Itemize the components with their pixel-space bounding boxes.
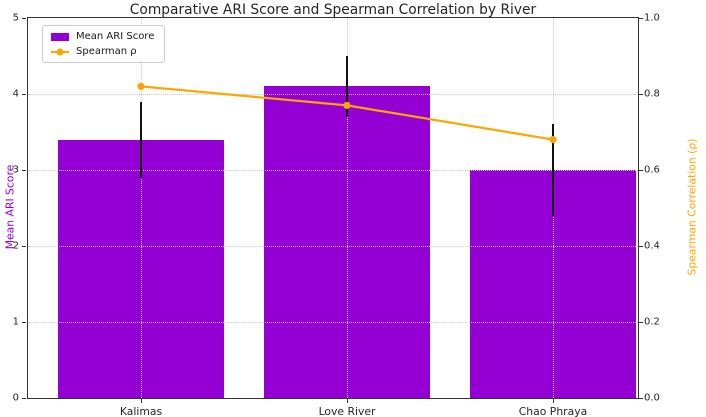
legend-label: Mean ARI Score [76, 31, 155, 42]
gridline-horizontal [28, 321, 638, 323]
spearman-line-layer [137, 82, 557, 144]
left-y-tick [22, 321, 26, 323]
legend: Mean ARI Score Spearman ρ [42, 25, 166, 63]
spearman-point-kalimas [137, 82, 145, 90]
chart-title: Comparative ARI Score and Spearman Corre… [129, 2, 537, 18]
left-y-tick-label: 2 [12, 240, 19, 252]
left-y-tick [22, 245, 26, 247]
gridline-horizontal [28, 169, 638, 171]
right-axis-label: Spearman Correlation (ρ) [685, 138, 699, 276]
x-tick-label-chao-phraya: Chao Phraya [518, 405, 588, 417]
right-y-tick [639, 169, 643, 171]
gridline-vertical [140, 18, 142, 398]
error-bar-chao-phraya [552, 124, 554, 216]
right-y-tick-label: 1.0 [644, 12, 660, 24]
right-y-tick-label: 0.0 [644, 392, 660, 404]
left-y-tick [22, 397, 26, 399]
error-bar-love-river [346, 56, 348, 117]
left-y-tick [22, 169, 26, 171]
left-y-tick-label: 4 [12, 88, 19, 100]
gridline-horizontal [28, 93, 638, 95]
left-y-tick-label: 5 [12, 12, 19, 24]
legend-label: Spearman ρ [76, 46, 137, 57]
gridline-vertical [346, 18, 348, 398]
left-y-tick [22, 93, 26, 95]
error-bar-kalimas [140, 101, 142, 178]
legend-item-mean-ari-score: Mean ARI Score [51, 31, 154, 42]
right-y-tick [639, 17, 643, 19]
right-y-tick-label: 0.4 [644, 240, 660, 252]
right-y-tick [639, 321, 643, 323]
left-y-tick-label: 0 [12, 392, 19, 404]
right-y-tick [639, 93, 643, 95]
right-y-tick [639, 397, 643, 399]
right-y-tick [639, 245, 643, 247]
right-y-tick-label: 0.8 [644, 88, 660, 100]
left-y-tick-label: 1 [12, 316, 19, 328]
gridline-horizontal [28, 245, 638, 247]
x-tick-label-kalimas: Kalimas [119, 405, 163, 417]
spearman-line-path [140, 85, 554, 141]
x-tick [140, 399, 142, 403]
left-y-tick-label: 3 [12, 164, 19, 176]
spearman-point-chao-phraya [549, 136, 557, 144]
right-y-tick-label: 0.2 [644, 316, 660, 328]
x-tick [552, 399, 554, 403]
plot-area: Mean ARI Score Spearman ρ 0 0.0 1 0.2 2 0.4 3 0… [13, 13, 660, 417]
spearman-point-love-river [343, 101, 351, 109]
left-axis-label: Mean ARI Score [3, 164, 17, 250]
x-tick-label-love-river: Love River [318, 405, 376, 417]
left-y-tick [22, 17, 26, 19]
x-tick [346, 399, 348, 403]
legend-bar-swatch-icon [51, 32, 69, 41]
legend-line-marker-icon [51, 48, 69, 55]
right-y-tick-label: 0.6 [644, 164, 660, 176]
legend-item-spearman-rho: Spearman ρ [51, 46, 154, 57]
